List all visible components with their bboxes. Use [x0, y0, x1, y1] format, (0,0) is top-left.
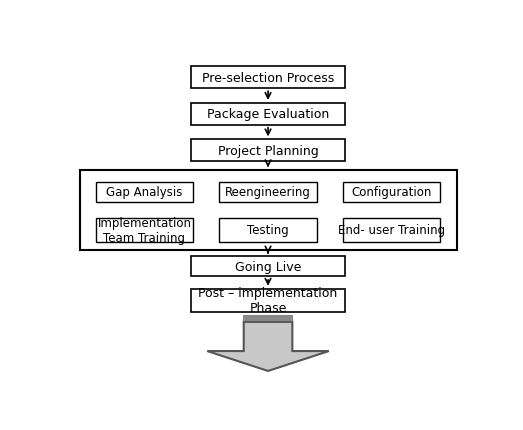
Bar	[191, 68, 345, 89]
Bar	[343, 182, 440, 202]
Text: Testing: Testing	[247, 224, 289, 237]
Bar	[79, 171, 457, 250]
Text: Reengineering: Reengineering	[225, 186, 311, 199]
Bar	[219, 182, 316, 202]
Bar	[191, 257, 345, 277]
Bar	[191, 104, 345, 125]
Text: End- user Training: End- user Training	[338, 224, 445, 237]
Bar	[96, 219, 193, 242]
Text: Implementation
Team Training: Implementation Team Training	[97, 216, 191, 244]
Text: Post – implementation
Phase: Post – implementation Phase	[198, 287, 338, 315]
Bar	[219, 219, 316, 242]
Bar	[343, 219, 440, 242]
Polygon shape	[207, 322, 329, 371]
Text: Pre-selection Process: Pre-selection Process	[202, 72, 334, 85]
Bar	[191, 289, 345, 312]
Text: Configuration: Configuration	[351, 186, 432, 199]
Text: Going Live: Going Live	[235, 260, 301, 273]
Text: Project Planning: Project Planning	[218, 144, 319, 157]
Text: Gap Analysis: Gap Analysis	[106, 186, 183, 199]
Bar	[96, 182, 193, 202]
Text: Package Evaluation: Package Evaluation	[207, 108, 329, 121]
Bar	[191, 140, 345, 162]
